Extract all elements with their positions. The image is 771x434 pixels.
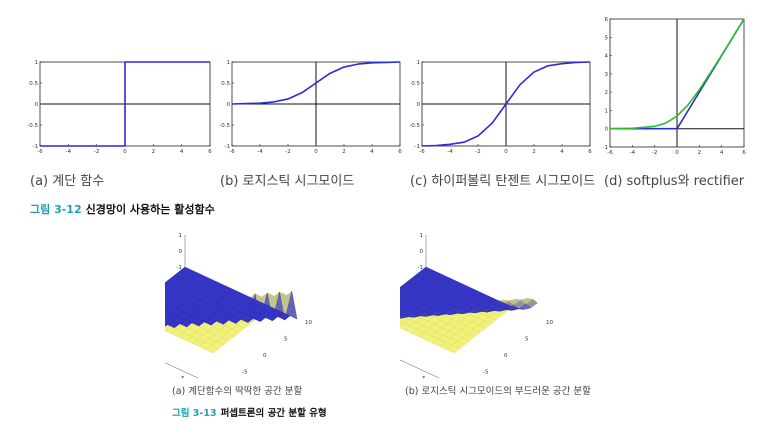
y-tick-label: 0 xyxy=(35,102,39,108)
x-tick-label: -6 xyxy=(37,149,43,155)
y-tick-label: 2 xyxy=(605,90,609,96)
figure-number: 그림 3-13 xyxy=(172,408,217,419)
x-tick-label: 4 xyxy=(560,149,564,155)
plot-step: -6 -4 -2 0 2 4 6 1 0.5 0 -0.5 -1 xyxy=(28,60,212,155)
y-tick-label: 0 xyxy=(504,353,508,359)
plot-tanh-sigmoid: -6 -4 -2 0 2 4 6 1 0.5 0 -0.5 -1 xyxy=(410,60,592,155)
x-tick-label: 0 xyxy=(675,150,679,156)
x-tick-label: 5 xyxy=(181,376,185,378)
z-tick-label: -1 xyxy=(177,265,182,271)
x-tick-label: 5 xyxy=(422,376,426,378)
series-line-0 xyxy=(231,61,401,105)
y-tick-label: -5 xyxy=(242,370,248,376)
x-tick-label: 2 xyxy=(532,149,536,155)
subcaption-d: (d) softplus와 rectifier xyxy=(604,174,745,189)
x-tick-label: -4 xyxy=(630,150,636,156)
y-tick-label: -5 xyxy=(483,370,489,376)
y-tick-label: 0 xyxy=(605,127,609,133)
series-line-0 xyxy=(421,61,591,147)
subcaption-3-13-a: (a) 계단함수의 딱딱한 공간 분할 xyxy=(172,386,303,397)
y-tick-label: 1 xyxy=(35,60,39,66)
z-tick-label: 1 xyxy=(179,233,183,239)
surface-sigmoid: 10-1-10-505101050-5-10 xyxy=(400,233,553,378)
subcaption-a: (a) 계단 함수 xyxy=(30,174,105,189)
y-tick-label: -0.5 xyxy=(28,123,38,129)
y-tick-label: 0.5 xyxy=(221,81,230,87)
y-tick-label: -1 xyxy=(603,145,608,151)
y-tick-label: 3 xyxy=(605,72,609,78)
x-tick-label: -6 xyxy=(419,149,425,155)
y-tick-label: 0.5 xyxy=(411,81,420,87)
y-tick-label: 4 xyxy=(605,54,609,60)
figure-title: 신경망이 사용하는 활성함수 xyxy=(85,203,215,216)
plot-softplus-rectifier: -6 -4 -2 0 2 4 6 6 5 4 3 2 1 0 -1 xyxy=(603,17,747,156)
surface-cell xyxy=(179,266,193,275)
subcaption-b: (b) 로지스틱 시그모이드 xyxy=(220,174,355,189)
x-tick-label: -2 xyxy=(285,149,290,155)
y-tick-label: 0 xyxy=(263,353,267,359)
x-tick-label: 2 xyxy=(698,150,702,156)
x-tick-label: 6 xyxy=(208,149,212,155)
figure-number: 그림 3-12 xyxy=(30,203,82,216)
series-line-1 xyxy=(609,18,745,130)
surface-box xyxy=(165,266,199,378)
series-line-0 xyxy=(40,61,210,147)
y-tick-label: -0.5 xyxy=(410,123,420,129)
x-tick-label: -6 xyxy=(229,149,235,155)
y-tick-label: 5 xyxy=(525,337,529,343)
x-tick-label: 2 xyxy=(152,149,156,155)
y-tick-label: 5 xyxy=(284,337,288,343)
y-tick-label: 0.5 xyxy=(29,81,38,87)
y-tick-label: 1 xyxy=(227,60,231,66)
subcaption-c: (c) 하이퍼볼릭 탄젠트 시그모이드 xyxy=(410,174,596,189)
z-tick-label: 1 xyxy=(420,233,424,239)
figure-caption-3-12: 그림 3-12 신경망이 사용하는 활성함수 xyxy=(30,201,215,217)
y-tick-label: 0 xyxy=(227,102,231,108)
y-tick-label: 5 xyxy=(605,35,609,41)
x-tick-label: 2 xyxy=(342,149,346,155)
x-tick-label: 4 xyxy=(370,149,374,155)
x-tick-label: -4 xyxy=(257,149,263,155)
y-tick-label: 10 xyxy=(305,320,312,326)
x-tick-label: -6 xyxy=(607,150,613,156)
surface-cell xyxy=(420,266,434,275)
x-tick-label: 6 xyxy=(588,149,592,155)
y-tick-label: 10 xyxy=(546,320,553,326)
figure-title: 퍼셉트론의 공간 분할 유형 xyxy=(220,408,327,419)
x-tick-label: 6 xyxy=(742,150,746,156)
y-tick-label: 1 xyxy=(605,108,609,114)
x-tick-label: -2 xyxy=(652,150,657,156)
x-tick-label: 4 xyxy=(720,150,724,156)
y-tick-label: -1 xyxy=(225,144,230,150)
y-tick-label: 6 xyxy=(605,17,609,23)
y-tick-label: -1 xyxy=(33,144,38,150)
x-tick-label: 6 xyxy=(398,149,402,155)
figure-caption-3-13: 그림 3-13 퍼셉트론의 공간 분할 유형 xyxy=(172,405,327,419)
z-tick-label: 0 xyxy=(420,249,424,255)
z-tick-label: -1 xyxy=(418,265,423,271)
y-tick-label: 1 xyxy=(417,60,421,66)
y-tick-label: 0 xyxy=(417,102,421,108)
surface-box xyxy=(400,266,440,378)
z-tick-label: 0 xyxy=(179,249,183,255)
x-tick-label: 0 xyxy=(504,149,508,155)
surface-step: 10-1-10-505101050-5-10 xyxy=(165,233,312,378)
x-tick-label: -4 xyxy=(66,149,72,155)
x-tick-label: -4 xyxy=(447,149,453,155)
y-tick-label: -1 xyxy=(415,144,420,150)
x-tick-label: 4 xyxy=(180,149,184,155)
plot-logistic-sigmoid: -6 -4 -2 0 2 4 6 1 0.5 0 -0.5 -1 xyxy=(220,60,402,155)
x-tick-label: 0 xyxy=(123,149,127,155)
x-tick-label: 0 xyxy=(314,149,318,155)
x-tick-label: -2 xyxy=(475,149,480,155)
subcaption-3-13-b: (b) 로지스틱 시그모이드의 부드러운 공간 분할 xyxy=(405,386,591,397)
x-tick-label: -2 xyxy=(94,149,99,155)
y-tick-label: -0.5 xyxy=(220,123,230,129)
